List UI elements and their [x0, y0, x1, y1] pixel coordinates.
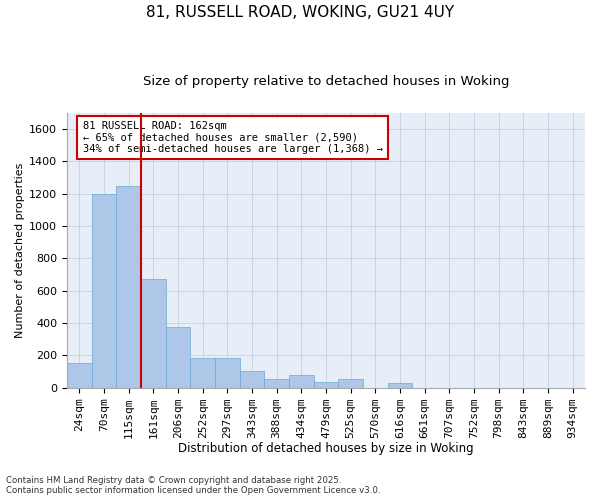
Bar: [92, 194, 116, 388]
Y-axis label: Number of detached properties: Number of detached properties: [15, 162, 25, 338]
Bar: [190, 358, 215, 388]
Bar: [67, 362, 92, 388]
Bar: [265, 378, 289, 388]
Bar: [314, 382, 338, 388]
Bar: [388, 383, 412, 388]
Text: Contains HM Land Registry data © Crown copyright and database right 2025.
Contai: Contains HM Land Registry data © Crown c…: [6, 476, 380, 495]
Bar: [289, 374, 314, 388]
Bar: [116, 186, 141, 388]
X-axis label: Distribution of detached houses by size in Woking: Distribution of detached houses by size …: [178, 442, 474, 455]
Bar: [215, 358, 239, 388]
Title: Size of property relative to detached houses in Woking: Size of property relative to detached ho…: [143, 75, 509, 88]
Bar: [141, 280, 166, 388]
Text: 81 RUSSELL ROAD: 162sqm
← 65% of detached houses are smaller (2,590)
34% of semi: 81 RUSSELL ROAD: 162sqm ← 65% of detache…: [83, 121, 383, 154]
Bar: [239, 372, 265, 388]
Bar: [166, 327, 190, 388]
Bar: [338, 378, 363, 388]
Text: 81, RUSSELL ROAD, WOKING, GU21 4UY: 81, RUSSELL ROAD, WOKING, GU21 4UY: [146, 5, 454, 20]
